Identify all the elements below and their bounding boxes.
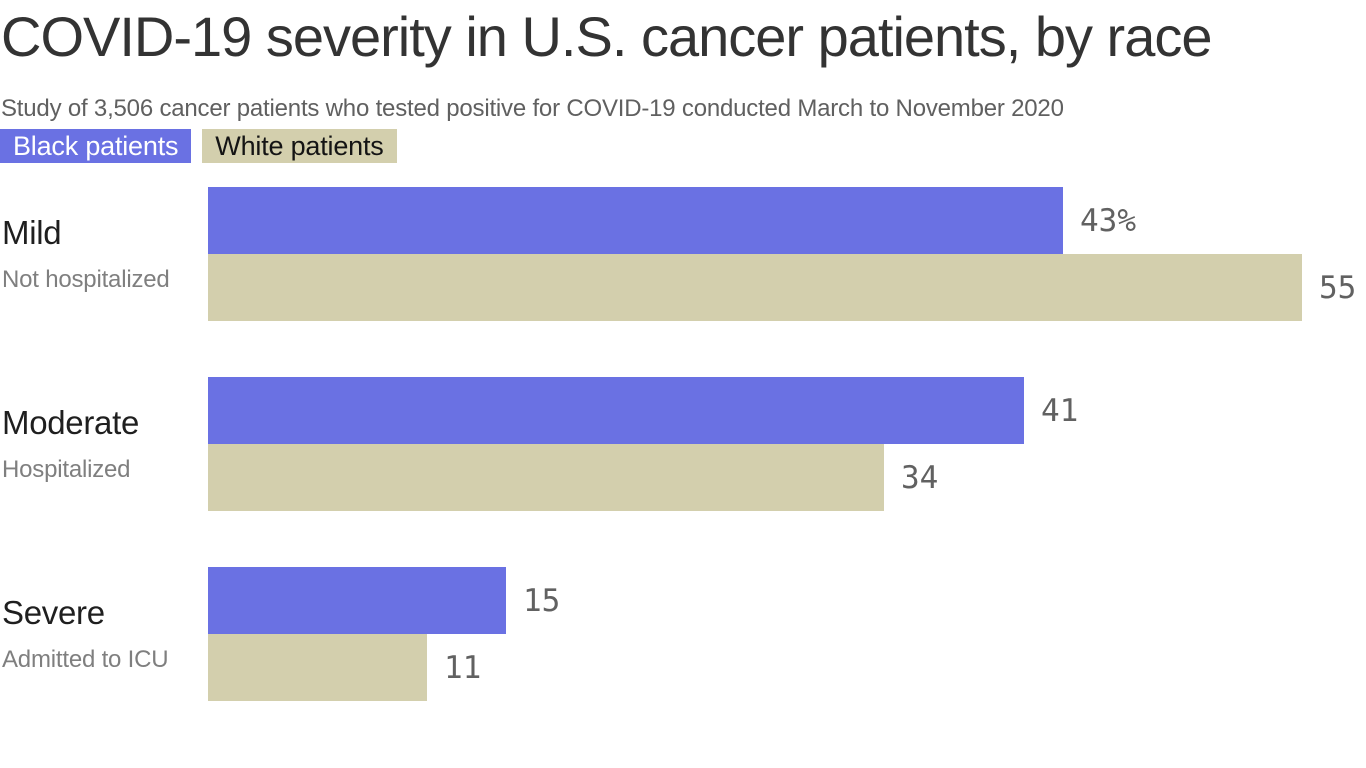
bar-value-label: 11 [444,649,482,686]
chart-subtitle: Study of 3,506 cancer patients who teste… [1,95,1064,122]
bar-pair: 41 34 [208,377,1078,511]
bar-value-label: 41 [1041,392,1079,429]
bar-value-label: 34 [901,459,939,496]
category-label: Mild [2,214,62,251]
bar-group-mild: Mild Not hospitalized 43% 55 [0,187,1366,323]
bar-black-patients [208,187,1063,254]
bar-value-label: 55 [1319,269,1357,306]
category-sublabel: Admitted to ICU [2,646,169,673]
bar-black-patients [208,377,1024,444]
category-sublabel: Not hospitalized [2,266,170,293]
category-label: Severe [2,594,105,631]
chart-title: COVID-19 severity in U.S. cancer patient… [1,5,1212,68]
bar-white-patients [208,254,1302,321]
legend-item-black-patients: Black patients [0,129,192,163]
bar-value-label: 15 [523,582,561,619]
bar-row-white: 11 [208,634,560,701]
bar-row-white: 34 [208,444,1078,511]
bar-group-moderate: Moderate Hospitalized 41 34 [0,377,1366,513]
bar-row-black: 43% [208,187,1356,254]
bar-pair: 43% 55 [208,187,1356,321]
bar-white-patients [208,634,427,701]
category-sublabel: Hospitalized [2,456,131,483]
category-label: Moderate [2,404,140,441]
bar-white-patients [208,444,884,511]
legend-item-white-patients: White patients [202,129,397,163]
bar-row-black: 41 [208,377,1078,444]
bar-row-white: 55 [208,254,1356,321]
bar-group-severe: Severe Admitted to ICU 15 11 [0,567,1366,703]
legend: Black patients White patients [0,129,397,163]
bar-row-black: 15 [208,567,560,634]
bar-pair: 15 11 [208,567,560,701]
bar-value-label: 43% [1080,202,1136,239]
bar-black-patients [208,567,506,634]
